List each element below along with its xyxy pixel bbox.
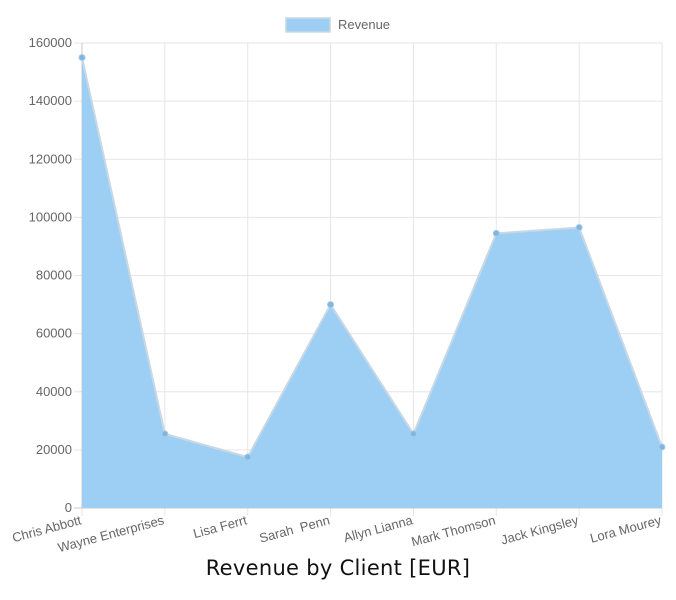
y-tick-label: 20000 <box>36 442 72 457</box>
data-point[interactable] <box>409 430 417 438</box>
x-tick-label: Allyn Lianna <box>342 512 415 545</box>
area-chart: 0 20000 40000 60000 80000 100000 120000 140000 1… <box>10 17 666 555</box>
data-point[interactable] <box>161 430 169 438</box>
x-tick-label: Lisa Ferrt <box>192 512 249 541</box>
chart-title: Revenue by Client [EUR] <box>205 556 471 580</box>
data-point[interactable] <box>575 224 583 232</box>
y-tick-label: 0 <box>65 500 72 515</box>
y-tick-label: 140000 <box>29 93 72 108</box>
data-point[interactable] <box>658 443 666 451</box>
series-area <box>82 57 662 508</box>
y-tick-label: 60000 <box>36 326 72 341</box>
y-tick-label: 160000 <box>29 35 72 50</box>
legend-label[interactable]: Revenue <box>338 17 390 32</box>
series-line <box>81 57 663 459</box>
data-point[interactable] <box>327 301 335 309</box>
x-tick-label: Jack Kingsley <box>499 512 580 547</box>
y-tick-label: 80000 <box>36 268 72 283</box>
data-point[interactable] <box>78 54 86 62</box>
y-tick-label: 100000 <box>29 209 72 224</box>
data-point[interactable] <box>492 229 500 237</box>
y-tick-label: 120000 <box>29 151 72 166</box>
x-tick-label: Lora Mourey <box>588 512 663 546</box>
x-tick-label: Mark Thomson <box>410 512 497 549</box>
data-point[interactable] <box>244 453 252 461</box>
y-tick-label: 40000 <box>36 384 72 399</box>
legend-swatch[interactable] <box>285 17 331 33</box>
x-tick-label: Sarah Penn <box>258 512 332 545</box>
